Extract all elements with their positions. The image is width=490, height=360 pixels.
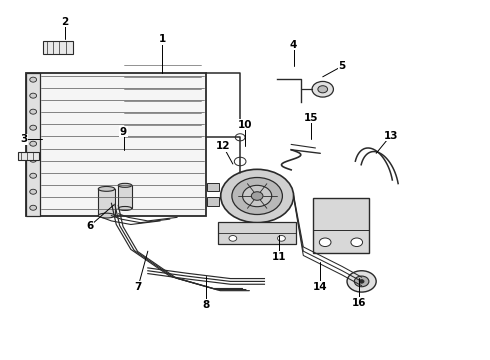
Text: 7: 7 <box>134 282 142 292</box>
Circle shape <box>359 280 364 283</box>
Text: 14: 14 <box>313 282 328 292</box>
Text: 1: 1 <box>159 35 166 44</box>
Text: 3: 3 <box>20 134 27 144</box>
Ellipse shape <box>98 213 115 218</box>
Text: 5: 5 <box>339 61 346 71</box>
Ellipse shape <box>98 186 115 191</box>
Text: 2: 2 <box>62 17 69 27</box>
Circle shape <box>232 177 282 215</box>
Circle shape <box>251 192 263 200</box>
Circle shape <box>312 81 333 97</box>
Bar <box>118 185 132 208</box>
Bar <box>98 189 115 216</box>
Circle shape <box>30 77 37 82</box>
Circle shape <box>30 93 37 98</box>
Bar <box>207 197 219 206</box>
Circle shape <box>347 271 376 292</box>
Circle shape <box>30 189 37 194</box>
Circle shape <box>30 125 37 130</box>
Bar <box>18 152 39 161</box>
Circle shape <box>319 238 331 247</box>
Text: 16: 16 <box>352 298 367 308</box>
Circle shape <box>30 109 37 114</box>
Circle shape <box>30 173 37 178</box>
Text: 9: 9 <box>120 127 127 137</box>
Bar <box>26 73 40 216</box>
Circle shape <box>235 134 245 141</box>
Text: 13: 13 <box>384 131 398 140</box>
Bar <box>218 222 296 244</box>
Circle shape <box>30 157 37 162</box>
Circle shape <box>243 185 272 207</box>
Circle shape <box>30 205 37 210</box>
Text: 11: 11 <box>272 252 286 261</box>
Bar <box>313 198 369 253</box>
Circle shape <box>318 86 328 93</box>
Text: 4: 4 <box>290 40 297 50</box>
Circle shape <box>277 235 285 241</box>
Text: 8: 8 <box>202 300 210 310</box>
Bar <box>44 41 73 54</box>
Circle shape <box>354 276 369 287</box>
Circle shape <box>220 169 294 223</box>
Ellipse shape <box>118 207 132 211</box>
Circle shape <box>234 157 246 166</box>
Text: 6: 6 <box>86 221 93 231</box>
Circle shape <box>351 238 363 247</box>
Bar <box>26 73 206 216</box>
Ellipse shape <box>118 183 132 187</box>
Text: 12: 12 <box>216 141 230 151</box>
Text: 10: 10 <box>238 120 252 130</box>
Text: 15: 15 <box>303 113 318 123</box>
Circle shape <box>30 141 37 146</box>
Circle shape <box>229 235 237 241</box>
Bar <box>207 183 219 192</box>
